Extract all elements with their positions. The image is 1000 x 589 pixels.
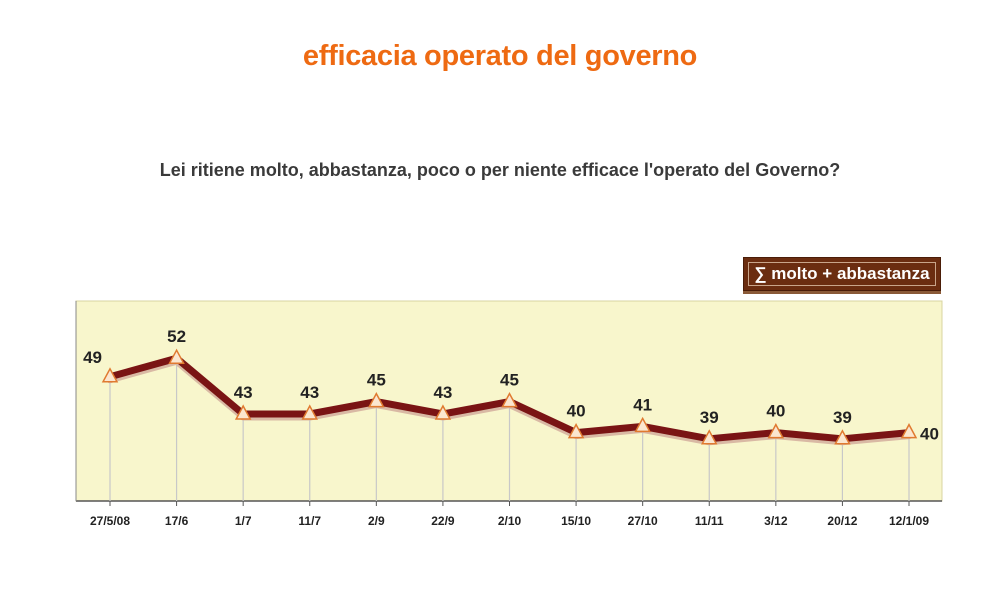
x-tick-label: 15/10 (561, 514, 591, 528)
data-point (168, 348, 185, 364)
x-tick-label: 3/12 (764, 514, 788, 528)
x-tick-label: 12/1/09 (889, 514, 929, 528)
data-point (501, 392, 518, 408)
data-labels: 49 52 43 43 45 43 45 40 41 39 40 39 40 (83, 327, 939, 443)
data-label: 41 (633, 395, 652, 414)
x-tick-label: 11/7 (298, 514, 321, 528)
data-point (101, 367, 119, 383)
x-tick-label: 11/11 (695, 514, 724, 528)
data-point (567, 423, 585, 439)
data-label: 43 (234, 383, 253, 402)
data-label: 45 (500, 371, 519, 390)
data-label: 40 (920, 425, 939, 444)
data-point (767, 423, 785, 439)
data-label: 43 (433, 383, 452, 402)
data-label: 43 (300, 383, 319, 402)
data-label: 49 (83, 348, 102, 367)
data-markers (101, 348, 918, 445)
survey-question: Lei ritiene molto, abbastanza, poco o pe… (159, 160, 841, 180)
data-point (234, 404, 252, 420)
x-tick-label: 27/5/08 (90, 514, 130, 528)
x-ticks (109, 501, 910, 506)
legend-label: ∑ molto + abbastanza (748, 262, 936, 286)
x-tick-labels: 27/5/08 17/6 1/7 11/7 2/9 22/9 2/10 15/10 27/10 1… (90, 514, 929, 528)
chart-title: efficacia operato del governo (302, 40, 698, 72)
data-point (301, 404, 319, 420)
x-tick-label: 2/9 (368, 514, 385, 528)
data-point (434, 404, 452, 420)
drop-lines (109, 358, 910, 501)
data-point (634, 416, 651, 433)
data-point (368, 392, 385, 408)
data-label: 40 (567, 402, 586, 421)
data-point (900, 423, 918, 439)
legend: ∑ molto + abbastanza (743, 257, 941, 291)
x-tick-label: 1/7 (235, 514, 252, 528)
x-tick-label: 2/10 (498, 514, 522, 528)
x-tick-label: 17/6 (165, 514, 189, 528)
data-label: 45 (367, 371, 386, 390)
data-label: 39 (700, 408, 719, 427)
x-tick-label: 22/9 (431, 514, 455, 528)
data-label: 52 (167, 327, 186, 346)
data-label: 39 (833, 408, 852, 427)
x-tick-label: 27/10 (628, 514, 658, 528)
x-tick-label: 20/12 (827, 514, 857, 528)
data-point (834, 429, 851, 445)
data-label: 40 (766, 402, 785, 421)
data-point (700, 429, 718, 445)
